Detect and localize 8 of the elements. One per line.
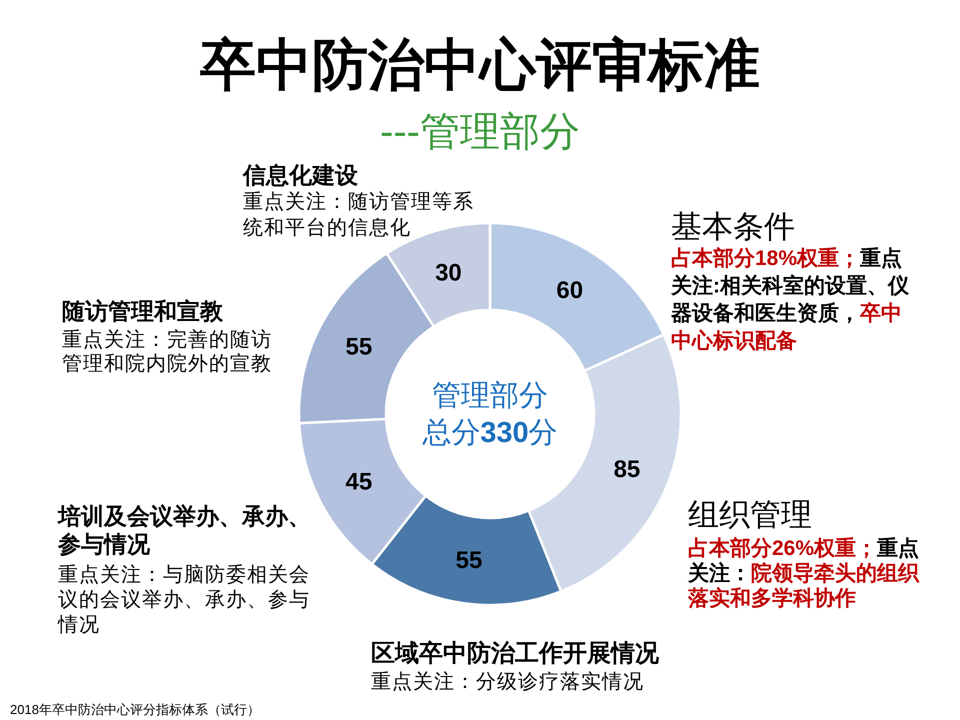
data-label: 45	[346, 468, 372, 496]
subtitle: ---管理部分	[380, 110, 580, 154]
data-label: 85	[614, 456, 640, 483]
data-label: 60	[556, 276, 584, 304]
title: 卒中防治中心评审标准	[200, 33, 760, 96]
data-label: 55	[346, 333, 372, 360]
data-label: 55	[456, 547, 482, 574]
data-label: 30	[435, 259, 462, 286]
